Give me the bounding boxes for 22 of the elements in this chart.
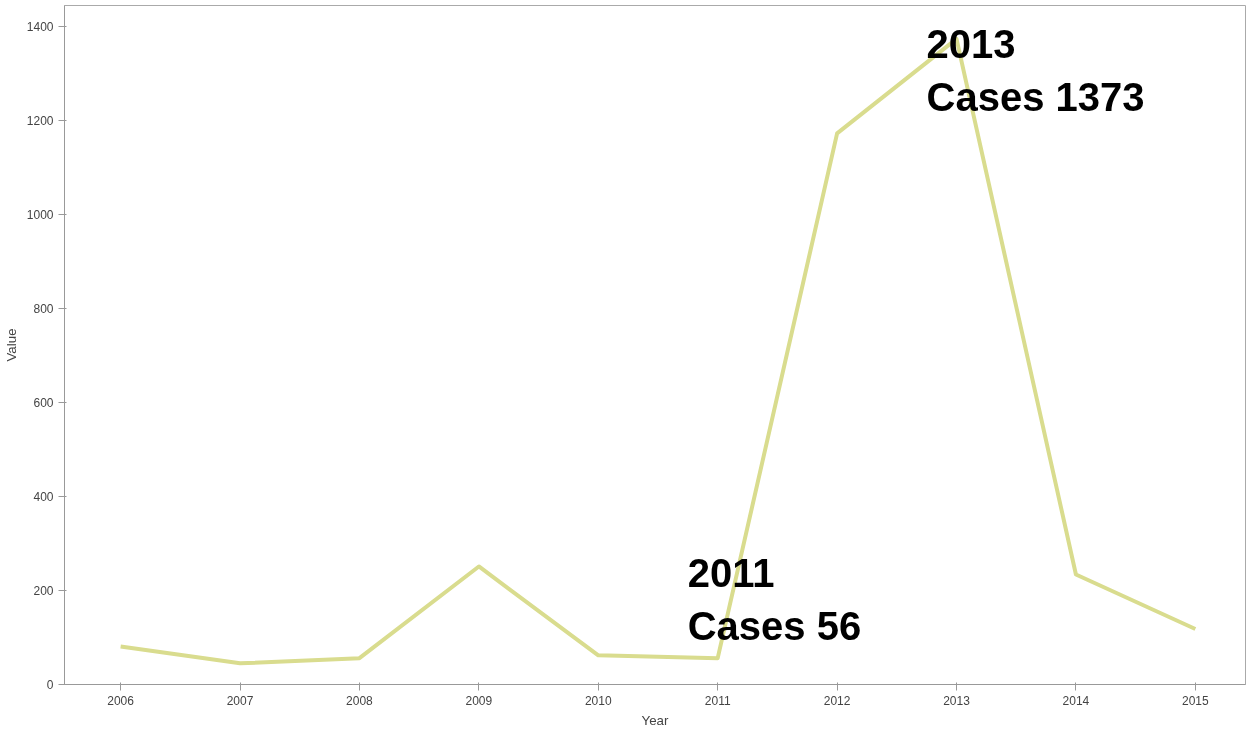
annotation: 2011 Cases 56 xyxy=(687,551,862,649)
y-tick-label: 400 xyxy=(33,489,54,504)
y-tick-label: 200 xyxy=(33,583,54,598)
x-tick-label: 2010 xyxy=(584,693,612,708)
x-tick-label: 2006 xyxy=(107,693,135,708)
y-tick-label: 1400 xyxy=(26,19,54,34)
x-tick-label: 2012 xyxy=(823,693,851,708)
x-tick-label: 2009 xyxy=(465,693,493,708)
y-tick-label: 0 xyxy=(46,678,54,692)
annotation: 2013 Cases 1373 xyxy=(926,22,1145,119)
x-tick-label: 2014 xyxy=(1062,693,1090,708)
x-tick-label: 2015 xyxy=(1182,693,1210,708)
x-tick-label: 2013 xyxy=(943,693,971,708)
x-tick-label: 2007 xyxy=(226,693,254,708)
y-axis-title: Value xyxy=(3,328,19,362)
y-tick-label: 1200 xyxy=(26,113,54,128)
x-tick-label: 2011 xyxy=(704,693,731,708)
y-tick-label: 800 xyxy=(33,301,54,316)
y-tick-label: 600 xyxy=(33,395,54,410)
x-tick-label: 2008 xyxy=(346,693,374,708)
y-tick-label: 1000 xyxy=(26,207,54,222)
x-axis-title: Year xyxy=(641,712,670,728)
